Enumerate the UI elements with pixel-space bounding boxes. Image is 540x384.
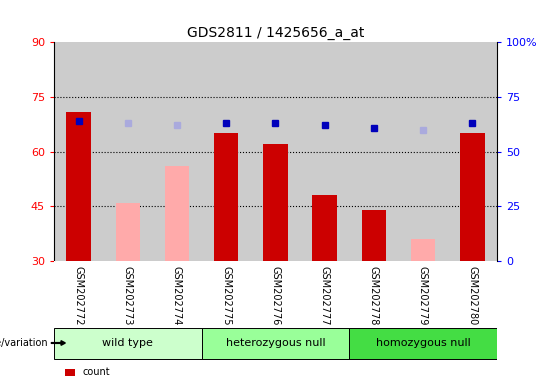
Bar <box>448 42 497 261</box>
Bar <box>361 210 386 261</box>
Text: homozygous null: homozygous null <box>376 338 470 348</box>
Text: GSM202779: GSM202779 <box>418 266 428 326</box>
Bar <box>312 195 337 261</box>
Text: heterozygous null: heterozygous null <box>226 338 325 348</box>
Bar <box>152 42 201 261</box>
Title: GDS2811 / 1425656_a_at: GDS2811 / 1425656_a_at <box>187 26 364 40</box>
Bar <box>300 42 349 261</box>
Bar <box>460 134 484 261</box>
Text: GSM202775: GSM202775 <box>221 266 231 326</box>
Bar <box>165 166 190 261</box>
Text: GSM202780: GSM202780 <box>467 266 477 326</box>
Bar <box>66 112 91 261</box>
Bar <box>103 42 152 261</box>
Text: genotype/variation: genotype/variation <box>0 338 49 348</box>
Bar <box>399 42 448 261</box>
Bar <box>214 134 239 261</box>
Text: count: count <box>83 367 110 377</box>
Text: GSM202778: GSM202778 <box>369 266 379 326</box>
Text: GSM202776: GSM202776 <box>271 266 280 326</box>
Bar <box>54 42 103 261</box>
Bar <box>263 144 288 261</box>
Text: GSM202772: GSM202772 <box>73 266 84 326</box>
Bar <box>54 328 201 359</box>
Bar <box>411 239 435 261</box>
Text: GSM202774: GSM202774 <box>172 266 182 326</box>
Bar <box>349 328 497 359</box>
Text: GSM202777: GSM202777 <box>320 266 329 326</box>
Bar <box>201 42 251 261</box>
Bar <box>349 42 399 261</box>
Text: wild type: wild type <box>103 338 153 348</box>
Text: GSM202773: GSM202773 <box>123 266 133 326</box>
Bar <box>201 328 349 359</box>
Bar <box>116 203 140 261</box>
Bar <box>251 42 300 261</box>
